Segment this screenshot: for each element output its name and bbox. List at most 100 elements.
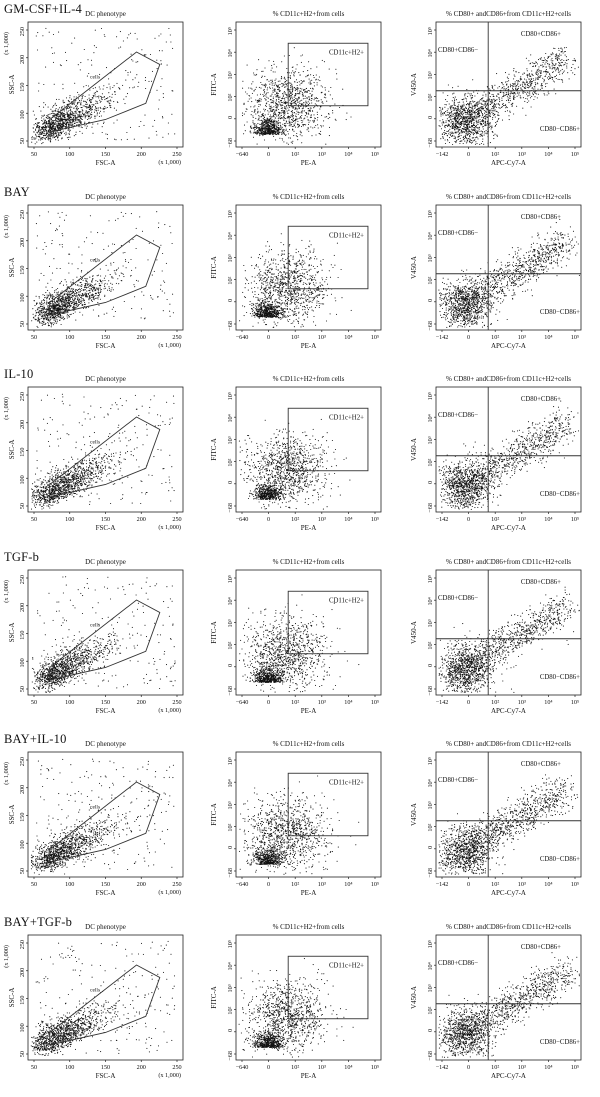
event-dot (46, 309, 48, 311)
event-dot (525, 57, 527, 59)
event-dot (448, 115, 450, 118)
event-dot (41, 131, 43, 133)
event-dot (268, 124, 270, 126)
x-tick-label: −640 (236, 151, 249, 158)
event-dot (288, 120, 290, 122)
event-dot (289, 99, 291, 101)
event-dot (448, 129, 450, 132)
event-dot (250, 114, 252, 116)
event-dot (295, 108, 297, 110)
event-dot (484, 118, 486, 120)
event-dot (290, 72, 292, 74)
event-dot (268, 126, 270, 128)
event-dot (267, 92, 269, 94)
event-dot (470, 110, 472, 112)
event-dot (41, 143, 43, 145)
y-tick-label: 0 (427, 116, 434, 119)
event-dot (129, 32, 132, 34)
event-dot (77, 121, 79, 124)
event-dot (312, 88, 314, 90)
event-dot (316, 119, 318, 121)
y-tick-label: −68 (227, 138, 234, 148)
event-dot (267, 130, 269, 132)
event-dot (263, 84, 265, 86)
event-dot (91, 105, 94, 108)
event-dot (516, 85, 518, 87)
event-dot (561, 79, 564, 81)
event-dot (78, 303, 80, 305)
event-dot (479, 118, 481, 120)
event-dot (526, 86, 528, 88)
event-dot (491, 106, 494, 108)
event-dot (481, 107, 483, 110)
event-dot (284, 97, 286, 99)
event-dot (566, 65, 568, 67)
event-dot (485, 116, 487, 118)
event-dot (479, 143, 481, 145)
event-dot (283, 112, 285, 114)
event-dot (44, 120, 46, 122)
event-dot (537, 88, 539, 90)
event-dot (301, 114, 303, 117)
event-dot (545, 86, 547, 88)
event-dot (280, 132, 282, 134)
event-dot (316, 113, 318, 116)
event-dot (283, 83, 285, 85)
event-dot (260, 116, 263, 118)
event-dot (505, 106, 507, 108)
event-dot (290, 141, 292, 143)
event-dot (289, 92, 291, 94)
event-dot (471, 142, 473, 144)
event-dot (461, 123, 463, 125)
event-dot (63, 105, 65, 107)
event-dot (546, 94, 548, 96)
event-dot (313, 120, 315, 122)
event-dot (75, 107, 77, 109)
event-dot (439, 120, 441, 122)
event-dot (448, 117, 450, 119)
event-dot (73, 298, 75, 300)
event-dot (75, 116, 77, 119)
event-dot (482, 132, 484, 134)
event-dot (50, 294, 52, 296)
event-dot (275, 129, 277, 131)
event-dot (90, 107, 92, 109)
event-dot (50, 302, 52, 304)
event-dot (503, 92, 505, 94)
event-dot (71, 110, 73, 113)
event-dot (573, 58, 575, 60)
cd80-plot: % CD80+ andCD86+from CD11c+H2+cellsCD80+… (410, 10, 582, 167)
event-dot (91, 104, 93, 106)
event-dot (278, 130, 280, 132)
event-dot (275, 105, 277, 107)
event-dot (38, 311, 40, 314)
event-dot (515, 93, 517, 95)
plot-frame (235, 21, 382, 148)
event-dot (89, 89, 91, 91)
event-dot (92, 132, 94, 134)
event-dot (81, 303, 83, 305)
event-dot (311, 90, 313, 92)
event-dot (93, 104, 95, 106)
event-dot (151, 70, 154, 72)
y-tick-label: 250 (19, 27, 26, 36)
event-dot (299, 130, 301, 132)
event-dot (475, 109, 477, 112)
event-dot (50, 134, 52, 136)
event-dot (560, 61, 562, 63)
event-dot (442, 107, 444, 109)
event-dot (521, 89, 523, 91)
event-dot (492, 117, 494, 119)
event-dot (529, 82, 531, 84)
event-dot (42, 128, 44, 130)
event-dot (106, 138, 108, 140)
event-dot (268, 127, 270, 130)
event-dot (284, 110, 286, 112)
event-dot (530, 85, 532, 87)
event-dot (92, 275, 94, 277)
event-dot (572, 63, 574, 65)
event-dot (517, 87, 520, 89)
event-dot (288, 117, 290, 119)
event-dot (556, 58, 558, 60)
